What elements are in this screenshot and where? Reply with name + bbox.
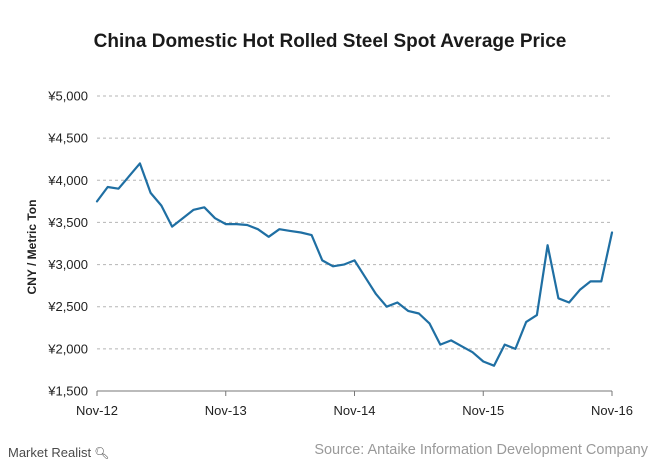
chart-title: China Domestic Hot Rolled Steel Spot Ave… bbox=[94, 31, 567, 52]
x-tick-label: Nov-16 bbox=[591, 403, 633, 418]
x-tick-labels: Nov-12 Nov-13 Nov-14 Nov-15 Nov-16 bbox=[76, 391, 633, 418]
y-tick-label: ¥2,500 bbox=[47, 299, 88, 314]
brand-name: Market Realist bbox=[8, 445, 92, 460]
y-axis-label: CNY / Metric Ton bbox=[25, 200, 39, 295]
x-tick-label: Nov-15 bbox=[462, 403, 504, 418]
grid-lines bbox=[97, 95, 612, 350]
magnifier-icon: 🔍︎ bbox=[94, 445, 110, 460]
y-tick-label: ¥3,500 bbox=[47, 215, 88, 230]
source-note: Source: Antaike Information Development … bbox=[314, 442, 648, 458]
y-tick-label: ¥4,500 bbox=[47, 131, 88, 146]
x-tick-label: Nov-13 bbox=[205, 403, 247, 418]
y-tick-label: ¥1,500 bbox=[47, 384, 88, 399]
x-tick-label: Nov-12 bbox=[76, 403, 118, 418]
y-tick-label: ¥3,000 bbox=[47, 257, 88, 272]
y-tick-label: ¥5,000 bbox=[47, 89, 88, 104]
y-tick-labels: ¥1,500 ¥2,000 ¥2,500 ¥3,000 ¥3,500 ¥4,000 ¥4,5… bbox=[47, 89, 88, 399]
brand-logo: Market Realist 🔍︎ bbox=[8, 445, 109, 460]
price-series-line bbox=[95, 162, 614, 367]
y-tick-label: ¥2,000 bbox=[47, 341, 88, 356]
y-tick-label: ¥4,000 bbox=[47, 173, 88, 188]
x-tick-label: Nov-14 bbox=[334, 403, 376, 418]
